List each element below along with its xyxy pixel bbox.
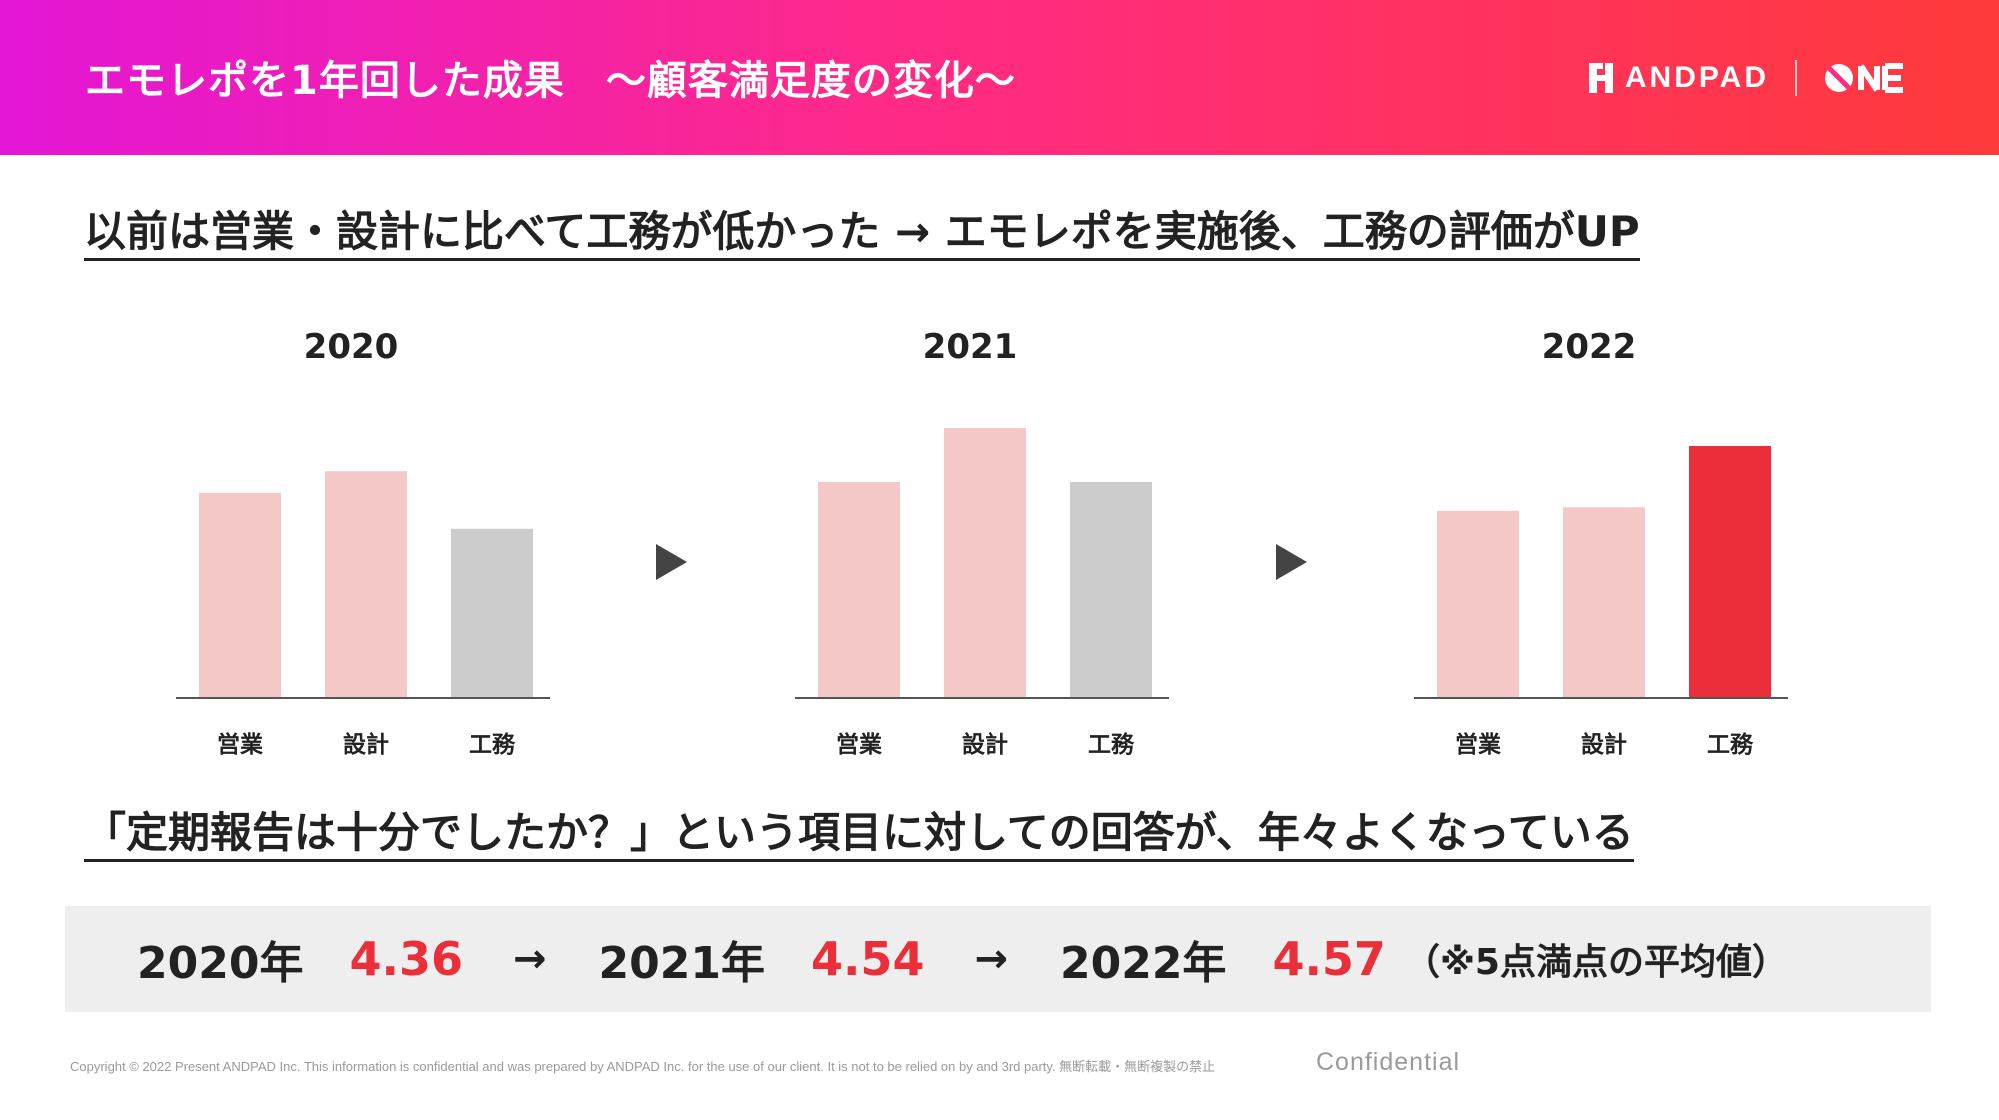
category-label-2022-2: 工務 xyxy=(1707,731,1754,758)
bar-2020-2 xyxy=(451,528,533,698)
confidential-label: Confidential xyxy=(1316,1048,1461,1076)
bar-charts-svg: 2020 営業 設計 工務 2021 営業 設計 工務 2022 営業 設計 工務 xyxy=(176,327,1788,758)
headline-primary: 以前は営業・設計に比べて工務が低かった → エモレポを実施後、工務の評価がUP xyxy=(84,207,1834,261)
arrow-icon: → xyxy=(512,936,547,982)
one-logo-icon xyxy=(1825,63,1903,93)
score-year-2021: 2021年 xyxy=(598,938,765,989)
bar-2020-1 xyxy=(325,471,407,698)
bar-2022-1 xyxy=(1563,507,1645,698)
transition-arrow-icon-1 xyxy=(1276,544,1307,580)
bar-2020-0 xyxy=(199,492,281,698)
score-year-2022: 2022年 xyxy=(1059,938,1227,989)
score-value-2020: 4.36 xyxy=(349,932,463,986)
brand-area: ANDPAD xyxy=(1588,56,1915,100)
category-label-2020-0: 営業 xyxy=(217,731,264,758)
category-label-2021-1: 設計 xyxy=(962,731,1008,758)
bar-2021-0 xyxy=(818,482,900,698)
chart-title-2021: 2021 xyxy=(923,327,1018,367)
category-label-2021-0: 営業 xyxy=(836,731,883,758)
chart-title-2020: 2020 xyxy=(304,327,399,367)
category-label-2020-1: 設計 xyxy=(343,731,389,758)
score-value-2021: 4.54 xyxy=(810,932,925,986)
score-row: 2020年 4.36 → 2021年 4.54 → 2022年 4.57 （※5… xyxy=(137,926,1788,992)
category-label-2021-2: 工務 xyxy=(1088,731,1135,758)
headline-secondary-text: 「定期報告は十分でしたか？」という項目に対しての回答が、年々よくなっている xyxy=(84,808,1634,862)
score-value-2022: 4.57 xyxy=(1272,932,1386,986)
bar-2021-1 xyxy=(944,428,1026,698)
arrow-icon: → xyxy=(974,936,1008,982)
category-label-2022-0: 営業 xyxy=(1455,731,1502,758)
header-banner: エモレポを1年回した成果 ～顧客満足度の変化～ ANDPAD xyxy=(0,0,1999,155)
headline-secondary: 「定期報告は十分でしたか？」という項目に対しての回答が、年々よくなっている xyxy=(84,808,1834,862)
bar-charts: 2020 営業 設計 工務 2021 営業 設計 工務 2022 営業 設計 工務 xyxy=(0,300,1999,780)
brand-divider xyxy=(1795,60,1797,96)
category-label-2020-2: 工務 xyxy=(469,731,516,758)
chart-title-2022: 2022 xyxy=(1542,327,1637,367)
bar-2022-0 xyxy=(1437,510,1519,698)
copyright-footer: Copyright © 2022 Present ANDPAD Inc. Thi… xyxy=(70,1059,1216,1074)
headline-primary-text: 以前は営業・設計に比べて工務が低かった → エモレポを実施後、工務の評価がUP xyxy=(84,207,1640,261)
score-year-2020: 2020年 xyxy=(137,938,304,989)
score-note: （※5点満点の平均値） xyxy=(1403,942,1788,983)
slide-title: エモレポを1年回した成果 ～顧客満足度の変化～ xyxy=(85,58,1016,104)
brand-name: ANDPAD xyxy=(1624,61,1769,94)
bar-2021-2 xyxy=(1070,482,1152,698)
category-label-2022-1: 設計 xyxy=(1581,731,1627,758)
bar-2022-2 xyxy=(1689,446,1771,698)
score-summary-band: 2020年 4.36 → 2021年 4.54 → 2022年 4.57 （※5… xyxy=(65,906,1931,1012)
transition-arrow-icon-0 xyxy=(656,544,687,580)
andpad-logo-icon xyxy=(1588,63,1613,93)
